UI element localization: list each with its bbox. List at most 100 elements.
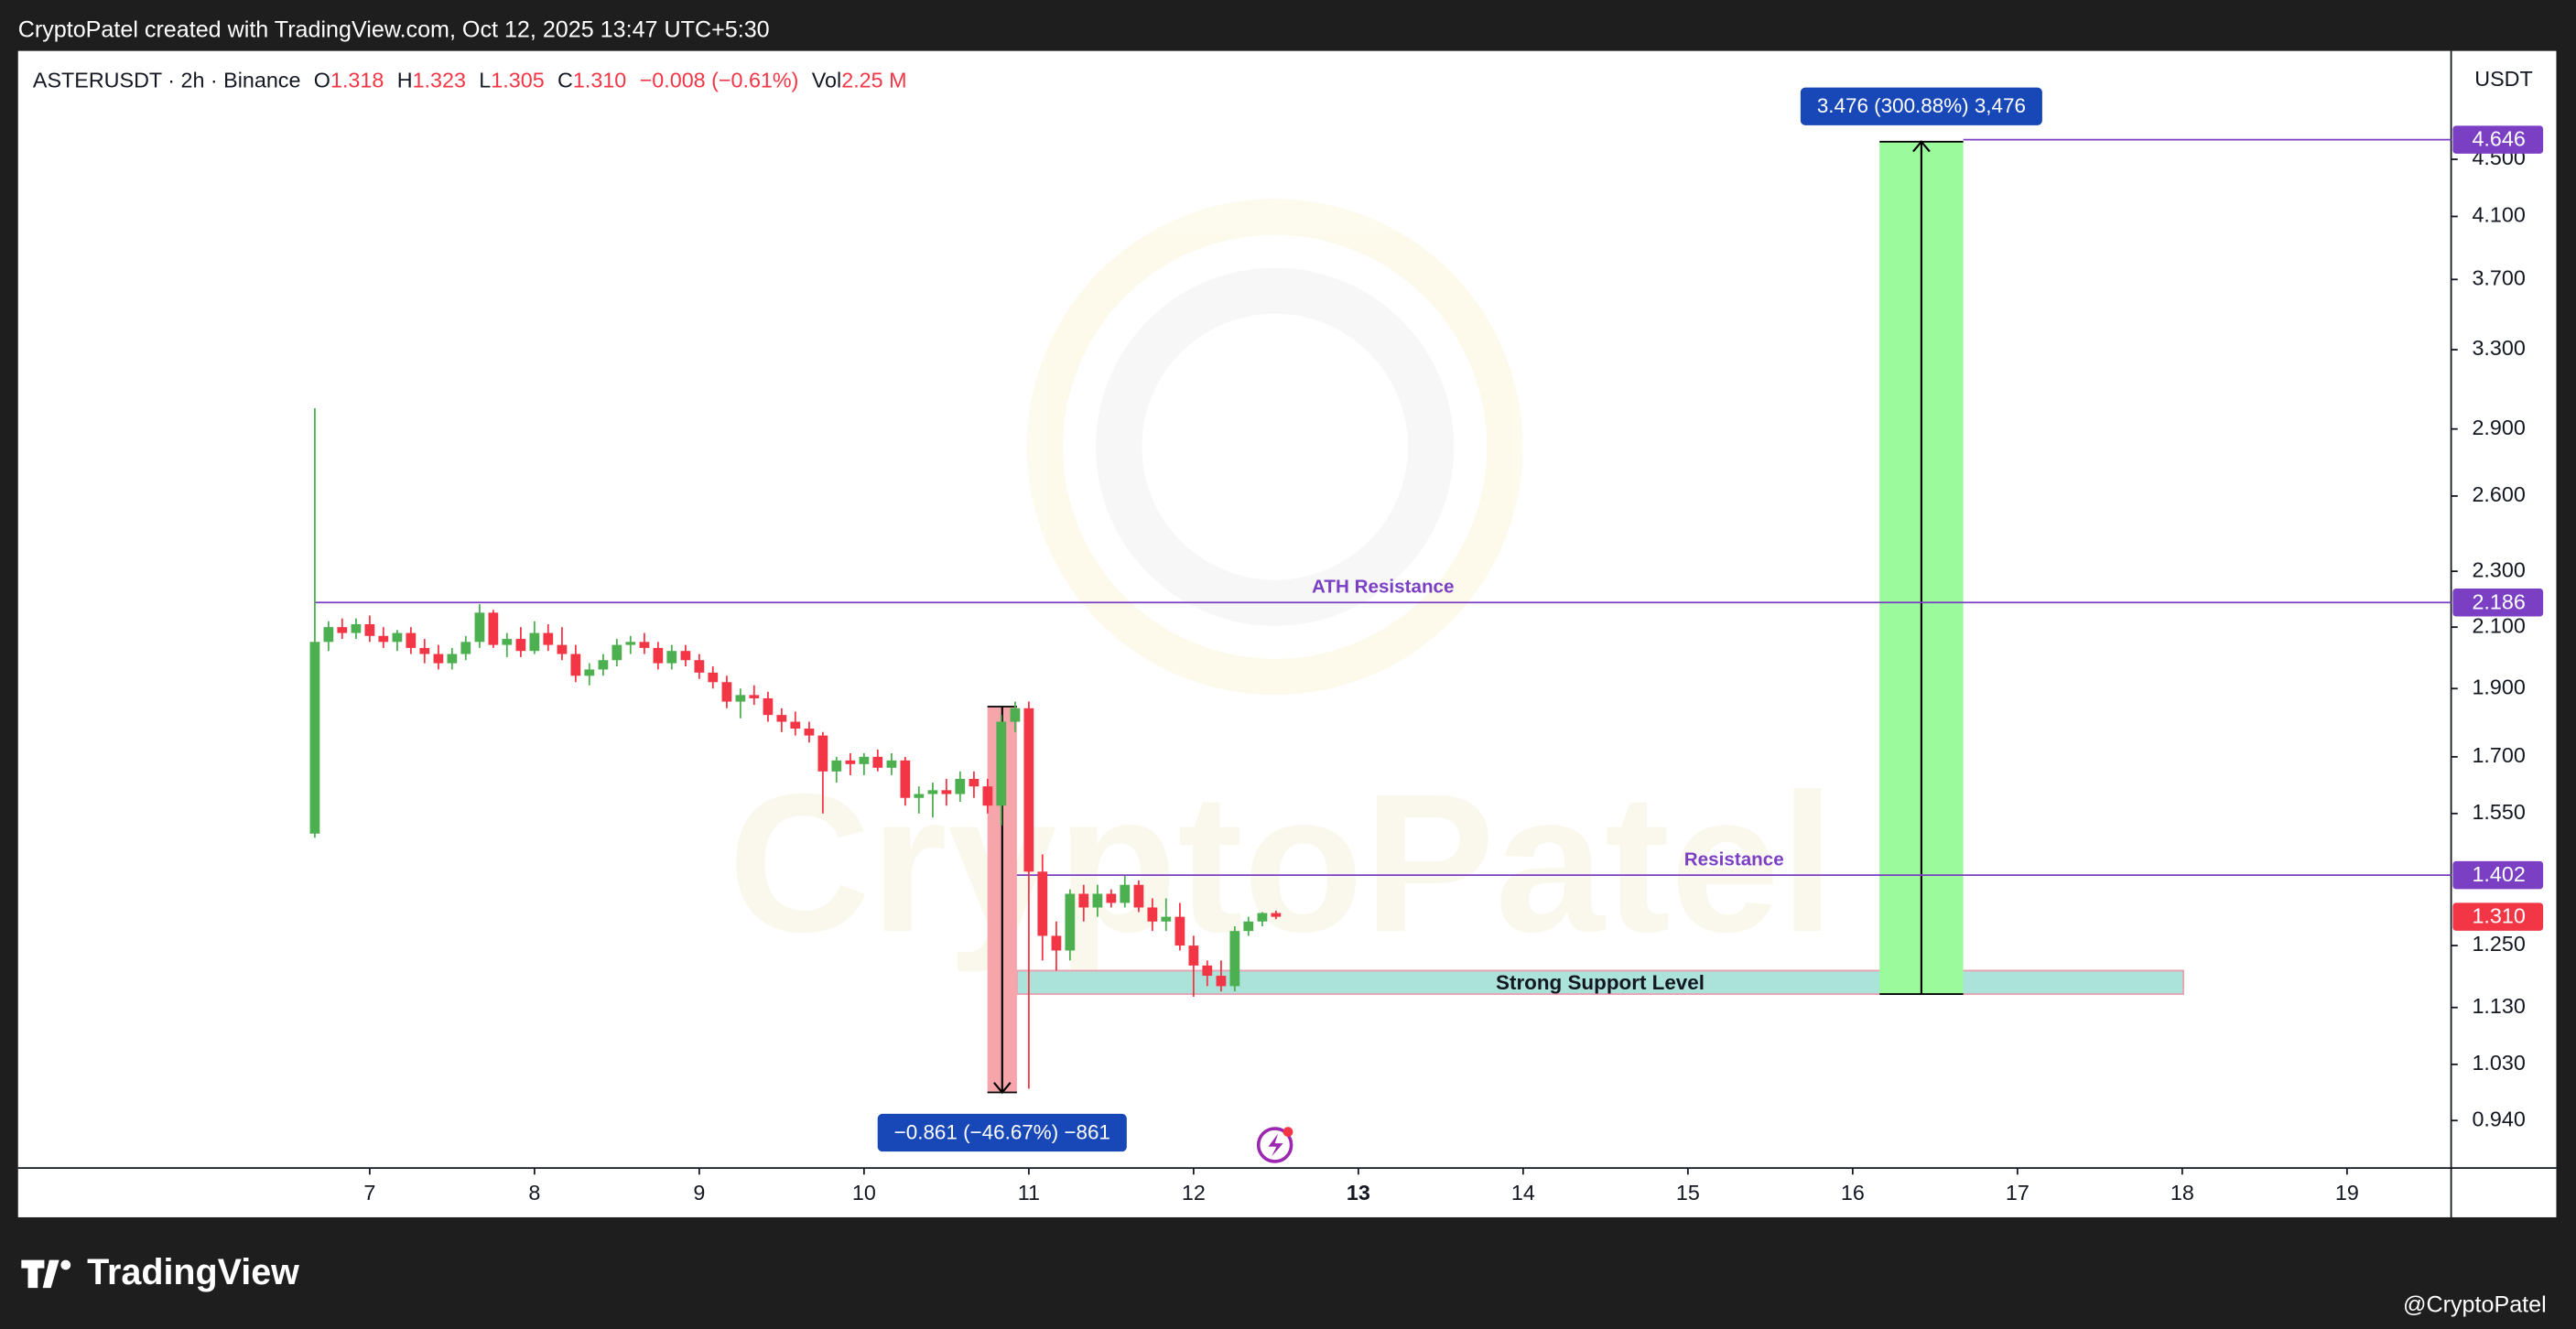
candle-body	[460, 642, 471, 654]
line-label: Resistance	[1684, 848, 1784, 870]
price-label: 1.402	[2472, 862, 2525, 886]
watermark-text: CryptoPatel	[729, 752, 1835, 973]
candle-body	[680, 651, 691, 661]
legend-value: 1.318	[330, 69, 384, 92]
candle-body	[927, 790, 938, 794]
legend-volume-value: 2.25 M	[841, 69, 906, 92]
candle-body	[309, 642, 320, 834]
y-tick-label: 2.900	[2472, 416, 2525, 439]
y-tick-label: 1.700	[2472, 743, 2525, 767]
candle-body	[419, 647, 430, 654]
legend: ASTERUSDT · 2h · Binance O1.318 H1.323 L1.3…	[33, 69, 907, 92]
arrow-head	[1912, 140, 1931, 153]
y-tick-label: 0.940	[2472, 1107, 2525, 1130]
candle-body	[804, 729, 815, 736]
price-label: 4.646	[2472, 127, 2525, 151]
candle-body	[872, 756, 883, 768]
y-tick-label: 1.550	[2472, 800, 2525, 824]
footer-logo	[21, 1259, 71, 1289]
candle-body	[1257, 913, 1268, 922]
candle-body	[776, 715, 787, 722]
candle-body	[1023, 708, 1034, 872]
candle-body	[1092, 893, 1103, 908]
legend-key: O	[314, 69, 330, 92]
x-tick-label: 19	[2335, 1181, 2359, 1205]
replay-icon	[1256, 1127, 1293, 1163]
price-unit: USDT	[2474, 67, 2533, 91]
candle-body	[323, 627, 334, 643]
logo-mark	[21, 1259, 60, 1289]
price-label: 2.186	[2472, 589, 2525, 613]
candle-body	[969, 778, 980, 787]
candle-body	[763, 697, 774, 716]
x-tick-label: 16	[1841, 1181, 1865, 1205]
legend-value: 1.305	[491, 69, 544, 92]
x-tick-label: 9	[693, 1181, 705, 1205]
candle-body	[1106, 893, 1117, 903]
candle-body	[1078, 893, 1089, 908]
candle-body	[433, 654, 444, 664]
candle-body	[886, 760, 897, 768]
candle-body	[859, 756, 870, 764]
zone-label: Strong Support Level	[1496, 971, 1705, 994]
candle-body	[1010, 708, 1021, 722]
candle-body	[337, 627, 348, 633]
legend-change: −0.008 (−0.61%)	[640, 69, 799, 92]
x-tick-label: 18	[2170, 1181, 2194, 1205]
candle-body	[900, 760, 911, 798]
candle-body	[831, 760, 842, 772]
candle-body	[845, 760, 856, 764]
y-tick-label: 1.900	[2472, 675, 2525, 698]
candle-body	[941, 790, 952, 794]
measure-label-box	[1800, 87, 2042, 125]
y-tick-label: 1.130	[2472, 994, 2525, 1018]
y-tick-label: 2.100	[2472, 613, 2525, 637]
candle-body	[612, 644, 622, 661]
candle-body	[488, 612, 499, 645]
y-tick-label: 3.300	[2472, 336, 2525, 360]
candle-body	[474, 612, 485, 643]
y-tick-label: 2.300	[2472, 557, 2525, 581]
y-tick-label: 4.100	[2472, 203, 2525, 227]
legend-volume-key: Vol	[812, 69, 841, 92]
candle-body	[1161, 916, 1172, 922]
candle-body	[1065, 893, 1076, 951]
legend-value: 1.323	[413, 69, 466, 92]
price-label-box	[2452, 125, 2544, 154]
candle-body	[1271, 913, 1282, 917]
icon-bolt	[1268, 1133, 1283, 1157]
last-price-label: 1.310	[2472, 904, 2525, 928]
candle-body	[1188, 945, 1199, 966]
candle-body	[914, 794, 925, 798]
candle-body	[584, 669, 595, 676]
x-tick-label: 14	[1511, 1181, 1535, 1205]
candle-body	[351, 623, 362, 633]
measure-label-box	[877, 1113, 1127, 1152]
candle-body	[1216, 976, 1227, 987]
candle-body	[557, 644, 568, 654]
legend-key: H	[397, 69, 413, 92]
line-label: ATH Resistance	[1312, 577, 1455, 598]
candle-body	[392, 632, 403, 643]
footer-brand: TradingView	[87, 1252, 299, 1292]
candle-body	[817, 735, 828, 772]
last-price-box	[2452, 902, 2544, 931]
candle-body	[1147, 907, 1158, 922]
legend-key: C	[557, 69, 573, 92]
candle-body	[598, 660, 609, 670]
candle-body	[694, 660, 705, 673]
icon-dot	[1283, 1127, 1293, 1138]
x-tick-label: 15	[1676, 1181, 1700, 1205]
candle-body	[721, 682, 732, 702]
candle-body	[735, 695, 746, 702]
arrow-head	[992, 1082, 1012, 1095]
candle-body	[447, 654, 458, 664]
price-label-box	[2452, 588, 2544, 617]
candle-body	[749, 695, 760, 698]
candle-body	[1133, 884, 1144, 908]
footer-credit: @CryptoPatel	[2403, 1292, 2547, 1318]
candle-body	[543, 632, 554, 645]
measure-label: −0.861 (−46.67%) −861	[894, 1120, 1110, 1143]
candle-body	[1037, 871, 1048, 936]
candle-body	[955, 778, 966, 794]
